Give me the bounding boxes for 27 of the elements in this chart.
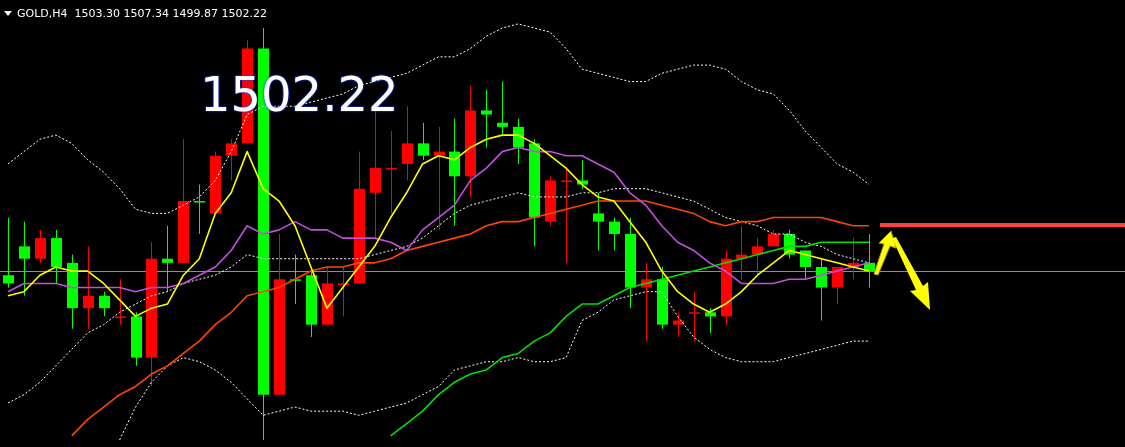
candlestick xyxy=(402,105,413,181)
candlestick xyxy=(83,245,94,330)
chart-title: GOLD,H4 1503.30 1507.34 1499.87 1502.22 xyxy=(17,7,267,20)
candlestick xyxy=(194,184,205,235)
candlestick xyxy=(35,229,46,264)
candlestick xyxy=(481,89,492,148)
candlestick xyxy=(162,225,173,293)
candlestick xyxy=(338,266,349,317)
candlestick xyxy=(832,266,843,305)
candlestick xyxy=(561,167,572,264)
candlestick xyxy=(800,249,811,280)
candlestick xyxy=(386,130,397,214)
candlestick xyxy=(673,311,684,338)
candlestick xyxy=(3,217,14,289)
candlestick xyxy=(290,254,301,305)
candlestick xyxy=(609,217,620,251)
candlestick xyxy=(593,192,604,251)
candlestick xyxy=(705,307,716,334)
candlestick xyxy=(19,221,30,297)
candlestick xyxy=(816,258,827,322)
candlestick xyxy=(418,122,429,161)
candlestick xyxy=(752,237,763,276)
candlestick xyxy=(689,291,700,342)
candlestick xyxy=(99,291,110,317)
candlestick xyxy=(226,138,237,181)
candlestick xyxy=(497,81,508,136)
candlestick xyxy=(115,278,126,326)
